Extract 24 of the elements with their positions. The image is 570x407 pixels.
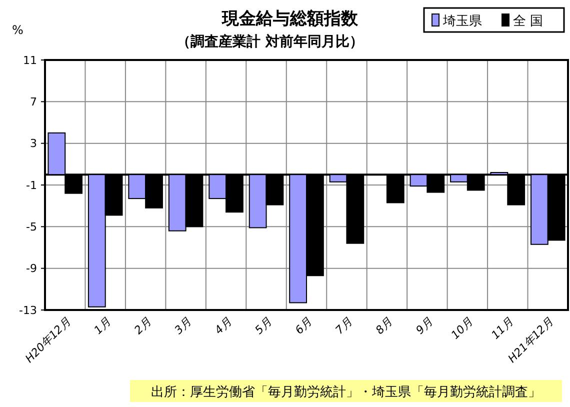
text: 出所：厚生労働省「毎月勤労統計」・埼玉県「毎月勤労統計調査」: [151, 385, 541, 400]
x-tick-label: 7月: [332, 314, 355, 337]
legend-label: 埼玉県: [442, 14, 482, 29]
y-tick-label: -1: [26, 178, 37, 192]
x-tick-label: 11月: [488, 314, 516, 342]
x-tick-label: 4月: [212, 314, 234, 337]
y-tick-label: -13: [19, 304, 37, 317]
y-tick-label: -9: [26, 262, 37, 276]
y-tick-label: 3: [30, 137, 37, 150]
x-tick-label: 1月: [92, 314, 114, 337]
y-tick-label: 11: [23, 54, 37, 67]
legend-label: 全 国: [513, 14, 544, 29]
x-tick-label: 3月: [172, 314, 194, 337]
x-tick-label: 6月: [292, 314, 315, 337]
chart-title: 現金給与総額指数: [221, 9, 359, 29]
y-tick-label: -5: [26, 220, 37, 234]
x-tick-label: 10月: [448, 314, 476, 342]
chart-subtitle: （調査産業計 対前年同月比）: [176, 33, 364, 50]
y-axis-title: %: [12, 23, 24, 37]
x-tick-label: 9月: [413, 314, 436, 337]
x-tick-label: 2月: [132, 314, 154, 337]
y-tick-label: 7: [30, 96, 37, 109]
x-tick-label: 8月: [373, 314, 396, 337]
x-tick-label: 5月: [252, 314, 274, 337]
